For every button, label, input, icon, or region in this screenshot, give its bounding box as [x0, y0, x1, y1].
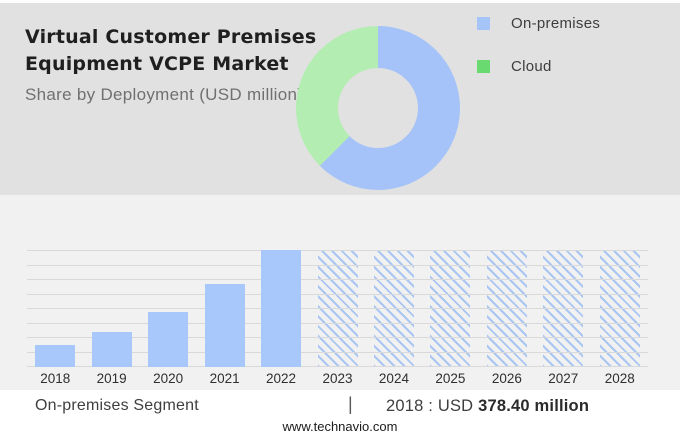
- x-label-2023: 2023: [322, 371, 353, 386]
- legend-item-cloud: Cloud: [477, 58, 600, 75]
- cloud-swatch-icon: [477, 60, 490, 73]
- x-label-2020: 2020: [153, 371, 184, 386]
- gridline: [27, 323, 648, 324]
- anchor-value-prefix: 2018 : USD: [386, 397, 479, 415]
- x-label-2021: 2021: [209, 371, 240, 386]
- page-title-line1: Virtual Customer Premises: [25, 26, 317, 48]
- gridline: [27, 308, 648, 309]
- x-label-2019: 2019: [96, 371, 127, 386]
- segment-label: On-premises Segment: [35, 397, 199, 414]
- bar-chart-panel: 2018 2019 2020 2021 2022 2023 2024 2025 2026 2027…: [0, 195, 680, 390]
- x-label-2027: 2027: [548, 371, 579, 386]
- gridline: [27, 352, 648, 353]
- page-subtitle: Share by Deployment (USD million): [25, 85, 304, 104]
- bar-2019: [92, 332, 132, 367]
- bar-2021: [205, 284, 245, 367]
- legend: On-premises Cloud: [477, 15, 600, 101]
- gridline: [27, 250, 648, 251]
- bar-plot: [27, 250, 648, 367]
- x-label-2028: 2028: [604, 371, 635, 386]
- gridline: [27, 279, 648, 280]
- bar-2022: [261, 250, 301, 367]
- x-label-2022: 2022: [266, 371, 297, 386]
- legend-label-on-premises: On-premises: [511, 15, 601, 32]
- x-axis-labels: 2018 2019 2020 2021 2022 2023 2024 2025 2026 2027…: [27, 371, 648, 387]
- legend-label-cloud: Cloud: [511, 58, 552, 75]
- website-link[interactable]: www.technavio.com: [282, 419, 398, 434]
- gridline: [27, 337, 648, 338]
- donut-hole: [338, 68, 418, 148]
- bar-2020: [148, 312, 188, 367]
- legend-item-on-premises: On-premises: [477, 15, 600, 32]
- x-label-2024: 2024: [378, 371, 409, 386]
- footer: On-premises Segment | 2018 : USD 378.40 …: [0, 390, 680, 440]
- bar-2018: [35, 345, 75, 367]
- title-block: Virtual Customer Premises Equipment VCPE…: [25, 24, 316, 105]
- anchor-value-text: 2018 : USD 378.40 million: [386, 397, 589, 416]
- x-label-2025: 2025: [435, 371, 466, 386]
- donut-chart: [296, 26, 460, 190]
- anchor-value-bold: 378.40 million: [478, 397, 590, 415]
- gridline: [27, 265, 648, 266]
- x-label-2026: 2026: [491, 371, 522, 386]
- gridline: [27, 366, 648, 367]
- on-premises-swatch-icon: [477, 17, 490, 30]
- top-panel: Virtual Customer Premises Equipment VCPE…: [0, 0, 680, 195]
- x-label-2018: 2018: [40, 371, 71, 386]
- page-title-line2: Equipment VCPE Market: [25, 53, 289, 75]
- footer-separator: |: [348, 394, 353, 414]
- gridline: [27, 294, 648, 295]
